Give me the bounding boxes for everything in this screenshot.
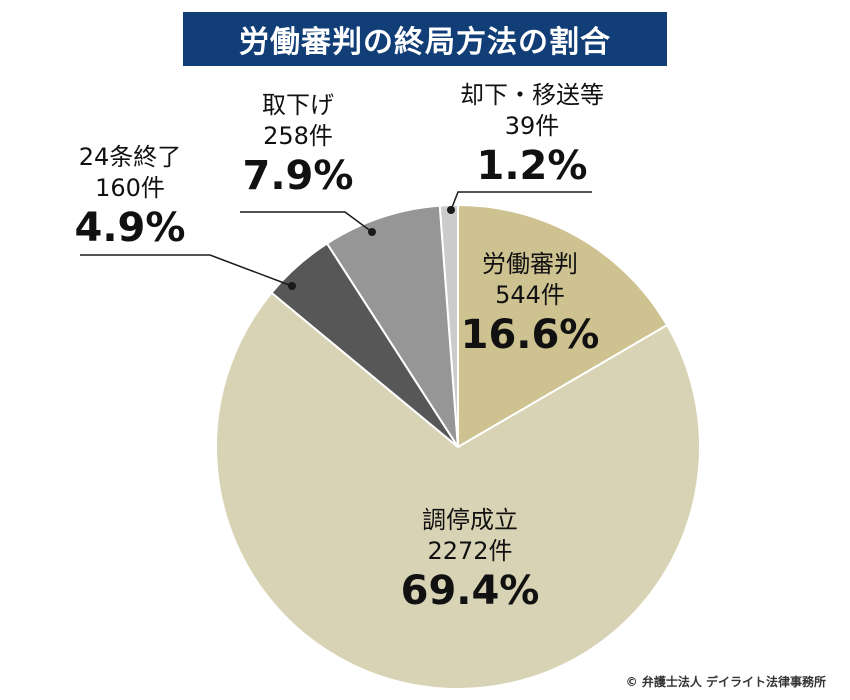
slice-label-2: 調停成立: [422, 506, 518, 534]
leader-dot-3: [288, 282, 296, 290]
slice-percent-4: 7.9%: [243, 153, 354, 199]
slice-percent-1: 16.6%: [461, 312, 600, 358]
leader-line-5: [450, 191, 592, 211]
slice-count-3: 160件: [95, 174, 165, 202]
slice-label-3: 24条終了: [79, 143, 182, 171]
slice-percent-2: 69.4%: [401, 568, 540, 614]
leader-line-4: [240, 211, 373, 233]
slice-percent-5: 1.2%: [477, 143, 588, 189]
slice-label-5: 却下・移送等: [460, 81, 604, 109]
pie-slice-2: [215, 291, 701, 690]
pie-slice-5: [438, 203, 459, 448]
slice-count-1: 544件: [495, 281, 565, 309]
leader-dot-4: [368, 228, 376, 236]
slice-percent-3: 4.9%: [75, 205, 186, 251]
slice-label-4: 取下げ: [262, 91, 334, 119]
slice-count-4: 258件: [263, 122, 333, 150]
slice-count-2: 2272件: [427, 537, 512, 565]
pie-slice-4: [325, 204, 459, 448]
slice-count-5: 39件: [505, 112, 560, 140]
copyright-credit: © 弁護士法人 デイライト法律事務所: [625, 675, 826, 689]
leader-dot-5: [447, 206, 455, 214]
leader-line-3: [80, 254, 293, 287]
pie-slice-1: [457, 203, 669, 449]
chart-title: 労働審判の終局方法の割合: [183, 12, 667, 66]
slice-label-1: 労働審判: [482, 250, 578, 278]
